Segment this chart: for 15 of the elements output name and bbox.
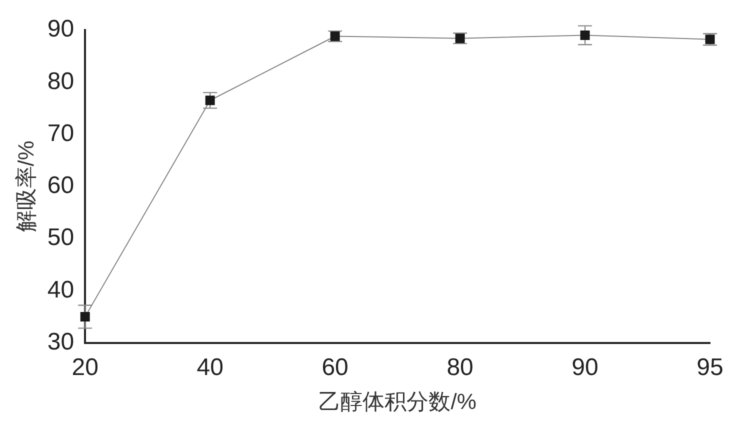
y-tick-label: 60 [47, 172, 74, 200]
x-axis-title: 乙醇体积分数/% [318, 388, 476, 414]
y-tick-label: 70 [47, 120, 74, 147]
y-axis-title: 解吸率/% [13, 140, 38, 232]
y-tick-label: 90 [47, 16, 74, 43]
x-tick-label: 60 [322, 354, 348, 381]
x-tick-label: 80 [446, 354, 474, 381]
y-tick-label: 40 [47, 276, 74, 304]
x-tick-label: 90 [572, 354, 598, 381]
x-tick-label: 95 [696, 354, 724, 381]
x-tick-label: 20 [72, 354, 98, 381]
x-tick-label: 40 [196, 354, 224, 381]
y-tick-label: 50 [47, 224, 74, 252]
y-tick-label: 80 [47, 68, 74, 95]
y-tick-label: 30 [47, 328, 74, 356]
